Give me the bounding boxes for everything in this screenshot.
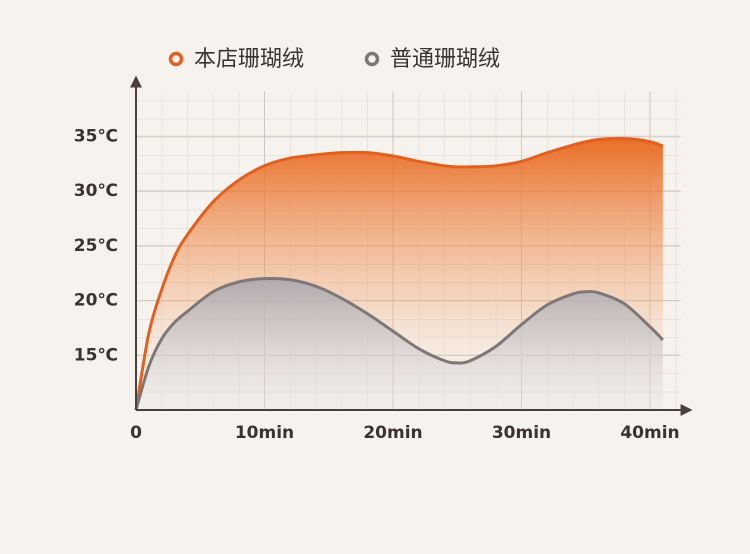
y-tick-label: 15℃ <box>74 345 118 365</box>
y-tick-label: 20℃ <box>74 291 118 311</box>
y-tick-label: 25℃ <box>74 236 118 256</box>
y-tick-label: 35℃ <box>74 126 118 146</box>
x-tick-label: 20min <box>363 423 422 443</box>
x-tick-label: 0 <box>130 423 142 443</box>
x-tick-label: 10min <box>235 423 294 443</box>
x-tick-label: 30min <box>492 423 551 443</box>
legend-marker <box>168 51 184 67</box>
area <box>136 278 663 410</box>
line <box>134 136 664 411</box>
x-tick-label: 40min <box>620 423 679 443</box>
legend-label: 普通珊瑚绒 <box>390 47 500 72</box>
y-axis-arrow <box>130 75 142 88</box>
x-axis-arrow <box>680 404 693 416</box>
line <box>134 276 664 411</box>
y-tick-label: 30℃ <box>74 181 118 201</box>
legend-label: 本店珊瑚绒 <box>194 47 304 72</box>
legend-marker <box>364 51 380 67</box>
